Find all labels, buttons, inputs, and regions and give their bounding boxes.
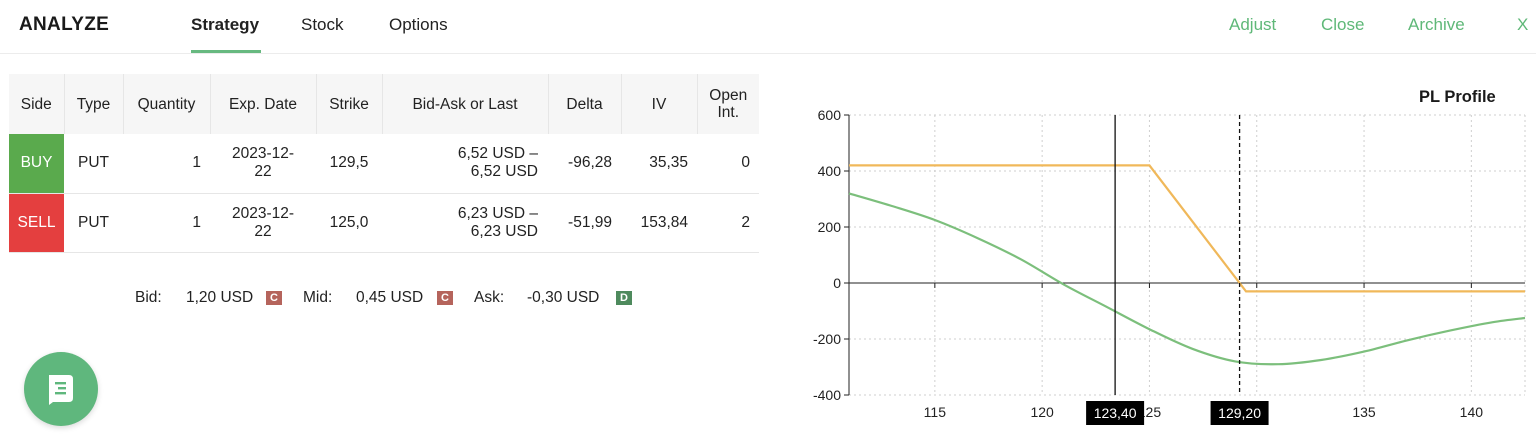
open-int-cell: 0 <box>697 134 759 194</box>
x-tick-label: 135 <box>1352 404 1376 420</box>
type-cell: PUT <box>64 193 123 253</box>
mid-value: 0,45 USD <box>356 289 424 306</box>
close-button[interactable]: Close <box>1321 15 1365 34</box>
top-bar: ANALYZE Strategy Stock Options Adjust Cl… <box>0 0 1536 54</box>
credit-badge: C <box>437 291 453 305</box>
delta-cell: -51,99 <box>548 193 621 253</box>
close-icon[interactable]: X <box>1517 15 1529 34</box>
tab-stock[interactable]: Stock <box>301 15 344 34</box>
column-header-type: Type <box>64 74 124 134</box>
column-header-bid-ask: Bid-Ask or Last <box>382 74 549 134</box>
table-header: Side Type Quantity Exp. Date Strike Bid-… <box>9 74 759 134</box>
mid-label: Mid: <box>303 289 333 306</box>
credit-badge: C <box>266 291 282 305</box>
exp-date-cell: 2023-12-22 <box>210 193 316 253</box>
bid-ask-cell: 6,52 USD – 6,52 USD <box>382 134 548 194</box>
table-row[interactable]: BUY PUT 1 2023-12-22 129,5 6,52 USD – 6,… <box>9 134 759 194</box>
strategy-legs-table: Side Type Quantity Exp. Date Strike Bid-… <box>9 74 759 253</box>
ask-label: Ask: <box>474 289 505 306</box>
column-header-strike: Strike <box>316 74 383 134</box>
crosshair-label-box <box>1210 401 1269 425</box>
iv-cell: 35,35 <box>621 134 697 194</box>
crosshair-label-box <box>1086 401 1145 425</box>
debit-badge: D <box>616 291 632 305</box>
chat-button[interactable] <box>24 352 98 426</box>
strike-cell: 129,5 <box>316 134 382 194</box>
chat-icon <box>49 375 73 405</box>
x-tick-label: 115 <box>924 404 947 420</box>
column-header-delta: Delta <box>548 74 622 134</box>
active-tab-indicator <box>191 50 261 53</box>
current-pl-curve <box>848 192 1526 366</box>
y-tick-label: -400 <box>813 387 841 403</box>
y-tick-label: -200 <box>813 331 841 347</box>
y-tick-label: 400 <box>818 163 842 179</box>
column-header-open-int: Open Int. <box>697 74 759 134</box>
page-title: ANALYZE <box>19 14 110 35</box>
type-cell: PUT <box>64 134 123 194</box>
quantity-cell: 1 <box>123 193 210 253</box>
x-tick-label: 140 <box>1460 404 1484 420</box>
expiration-pl-line <box>849 164 1525 293</box>
column-header-iv: IV <box>621 74 698 134</box>
tab-strategy[interactable]: Strategy <box>191 15 260 34</box>
bid-value: 1,20 USD <box>186 289 254 306</box>
column-header-side: Side <box>9 74 65 134</box>
side-badge-buy: BUY <box>9 134 64 194</box>
strike-cell: 125,0 <box>316 193 382 253</box>
tab-options[interactable]: Options <box>389 15 448 34</box>
crosshair-label: 129,20 <box>1218 405 1261 421</box>
column-header-quantity: Quantity <box>123 74 211 134</box>
iv-cell: 153,84 <box>621 193 697 253</box>
pl-profile-chart[interactable]: 6004002000-200-400115120125130135140123,… <box>770 90 1530 435</box>
y-tick-label: 0 <box>833 275 841 291</box>
ask-value: -0,30 USD <box>527 289 600 306</box>
column-header-exp-date: Exp. Date <box>210 74 317 134</box>
side-badge-sell: SELL <box>9 193 64 253</box>
archive-button[interactable]: Archive <box>1408 15 1465 34</box>
quantity-cell: 1 <box>123 134 210 194</box>
adjust-button[interactable]: Adjust <box>1229 15 1277 34</box>
x-tick-label: 120 <box>1030 404 1054 420</box>
open-int-cell: 2 <box>697 193 759 253</box>
bid-ask-cell: 6,23 USD – 6,23 USD <box>382 193 548 253</box>
crosshair-label: 123,40 <box>1094 405 1137 421</box>
exp-date-cell: 2023-12-22 <box>210 134 316 194</box>
y-tick-label: 200 <box>818 219 842 235</box>
delta-cell: -96,28 <box>548 134 621 194</box>
y-tick-label: 600 <box>818 107 842 123</box>
table-row[interactable]: SELL PUT 1 2023-12-22 125,0 6,23 USD – 6… <box>9 193 759 253</box>
bid-label: Bid: <box>135 289 162 306</box>
chart-title: PL Profile <box>1419 88 1496 106</box>
